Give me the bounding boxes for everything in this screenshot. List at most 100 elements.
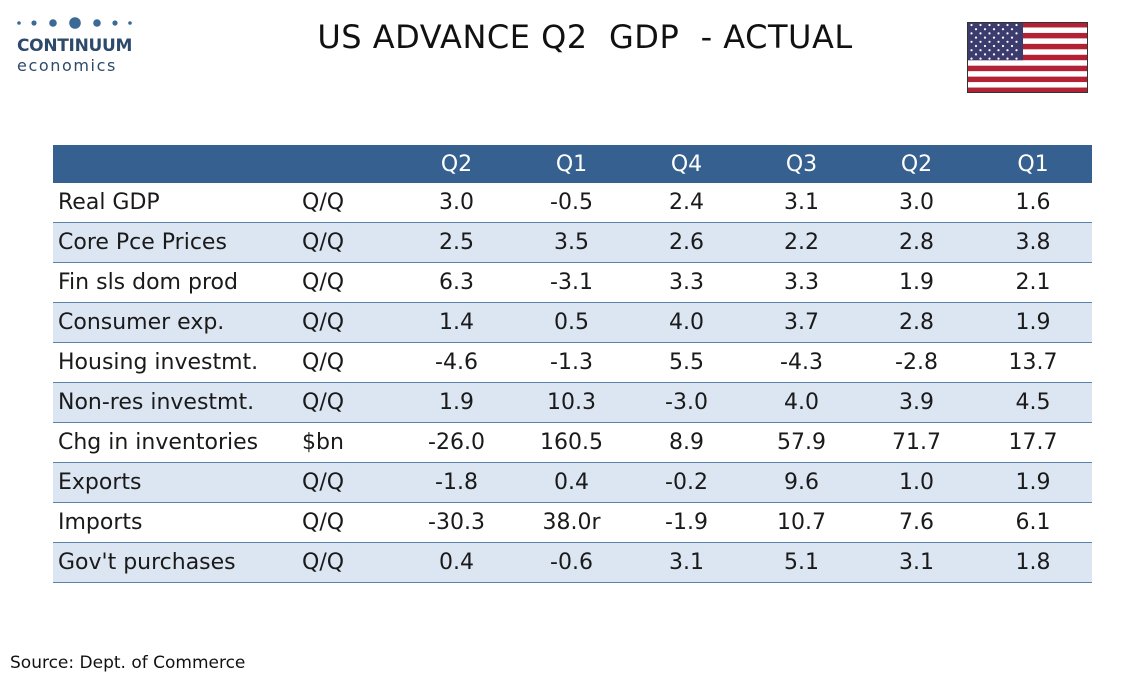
column-header: Q2 xyxy=(399,145,514,183)
column-header: Q2 xyxy=(859,145,974,183)
row-label: Housing investmt. xyxy=(53,342,299,383)
row-unit: Q/Q xyxy=(299,542,399,583)
table-cell: 7.6 xyxy=(859,502,974,543)
table-cell: 2.4 xyxy=(629,183,744,223)
table-cell: 4.0 xyxy=(744,382,859,423)
row-label: Fin sls dom prod xyxy=(53,262,299,303)
table-cell: 4.0 xyxy=(629,302,744,343)
table-cell: 10.3 xyxy=(514,382,629,423)
column-header: Q1 xyxy=(514,145,629,183)
header-blank xyxy=(299,145,399,183)
table-cell: 3.1 xyxy=(744,183,859,223)
table-cell: -4.3 xyxy=(744,342,859,383)
table-cell: 3.5 xyxy=(514,222,629,263)
table-cell: -1.9 xyxy=(629,502,744,543)
table-cell: 2.2 xyxy=(744,222,859,263)
column-header: Q4 xyxy=(629,145,744,183)
table-row: Gov't purchases Q/Q 0.4 -0.6 3.1 5.1 3.1 1.8 xyxy=(53,542,1092,583)
table-cell: 3.8 xyxy=(974,222,1092,263)
continuum-logo: CONTINUUM economics xyxy=(12,14,137,76)
table-cell: 3.0 xyxy=(399,183,514,223)
table-cell: 6.1 xyxy=(974,502,1092,543)
row-unit: $bn xyxy=(299,422,399,463)
table-cell: 3.3 xyxy=(744,262,859,303)
table-cell: 3.7 xyxy=(744,302,859,343)
row-unit: Q/Q xyxy=(299,502,399,543)
row-label: Gov't purchases xyxy=(53,542,299,583)
row-unit: Q/Q xyxy=(299,382,399,423)
table-cell: 9.6 xyxy=(744,462,859,503)
source-note: Source: Dept. of Commerce xyxy=(10,653,246,673)
table-cell: -4.6 xyxy=(399,342,514,383)
table-cell: 0.4 xyxy=(399,542,514,583)
table-cell: 38.0r xyxy=(514,502,629,543)
row-label: Exports xyxy=(53,462,299,503)
page-title: US ADVANCE Q2 GDP - ACTUAL xyxy=(317,18,853,56)
table-row: Fin sls dom prod Q/Q 6.3 -3.1 3.3 3.3 1.9 2.1 xyxy=(53,262,1092,303)
table-cell: 1.8 xyxy=(974,542,1092,583)
table-cell: 4.5 xyxy=(974,382,1092,423)
table-cell: 10.7 xyxy=(744,502,859,543)
table-cell: 2.1 xyxy=(974,262,1092,303)
logo-dots-icon xyxy=(17,17,132,29)
row-unit: Q/Q xyxy=(299,302,399,343)
table-cell: -0.6 xyxy=(514,542,629,583)
table-cell: -1.3 xyxy=(514,342,629,383)
column-header: Q3 xyxy=(744,145,859,183)
logo-brand-text: CONTINUUM xyxy=(17,36,133,56)
table-cell: 1.9 xyxy=(859,262,974,303)
table-cell: -26.0 xyxy=(399,422,514,463)
table-row: Core Pce Prices Q/Q 2.5 3.5 2.6 2.2 2.8 3.8 xyxy=(53,222,1092,263)
table-cell: -30.3 xyxy=(399,502,514,543)
row-unit: Q/Q xyxy=(299,342,399,383)
table-cell: 0.4 xyxy=(514,462,629,503)
table-cell: 1.9 xyxy=(399,382,514,423)
table-cell: 3.9 xyxy=(859,382,974,423)
table-cell: 3.1 xyxy=(859,542,974,583)
row-label: Core Pce Prices xyxy=(53,222,299,263)
table-cell: -0.5 xyxy=(514,183,629,223)
table-cell: 1.0 xyxy=(859,462,974,503)
table-cell: -0.2 xyxy=(629,462,744,503)
table-cell: -3.1 xyxy=(514,262,629,303)
table-cell: 17.7 xyxy=(974,422,1092,463)
table-cell: 6.3 xyxy=(399,262,514,303)
table-cell: 3.0 xyxy=(859,183,974,223)
table-cell: 3.1 xyxy=(629,542,744,583)
table-row: Non-res investmt. Q/Q 1.9 10.3 -3.0 4.0 3.9 4.5 xyxy=(53,382,1092,423)
us-flag-icon xyxy=(967,22,1088,93)
row-label: Non-res investmt. xyxy=(53,382,299,423)
table-cell: 13.7 xyxy=(974,342,1092,383)
table-row: Housing investmt. Q/Q -4.6 -1.3 5.5 -4.3 -2.8 1… xyxy=(53,342,1092,383)
row-unit: Q/Q xyxy=(299,183,399,223)
table-cell: 5.5 xyxy=(629,342,744,383)
table-cell: 1.6 xyxy=(974,183,1092,223)
table-cell: 1.4 xyxy=(399,302,514,343)
table-cell: 1.9 xyxy=(974,462,1092,503)
table-row: Chg in inventories $bn -26.0 160.5 8.9 57.9 71… xyxy=(53,422,1092,463)
row-label: Imports xyxy=(53,502,299,543)
table-cell: 2.6 xyxy=(629,222,744,263)
table-cell: 1.9 xyxy=(974,302,1092,343)
table-cell: 2.5 xyxy=(399,222,514,263)
column-header: Q1 xyxy=(974,145,1092,183)
row-label: Chg in inventories xyxy=(53,422,299,463)
row-unit: Q/Q xyxy=(299,462,399,503)
table-row: Consumer exp. Q/Q 1.4 0.5 4.0 3.7 2.8 1.9 xyxy=(53,302,1092,343)
table-cell: 71.7 xyxy=(859,422,974,463)
table-row: Imports Q/Q -30.3 38.0r -1.9 10.7 7.6 6.1 xyxy=(53,502,1092,543)
header-blank xyxy=(53,145,299,183)
table-cell: -1.8 xyxy=(399,462,514,503)
table-cell: 8.9 xyxy=(629,422,744,463)
table-row: Exports Q/Q -1.8 0.4 -0.2 9.6 1.0 1.9 xyxy=(53,462,1092,503)
logo-sub-text: economics xyxy=(17,56,117,75)
row-label: Consumer exp. xyxy=(53,302,299,343)
table-body: Real GDP Q/Q 3.0 -0.5 2.4 3.1 3.0 1.6 Core Pce P… xyxy=(53,183,1092,583)
gdp-table: Q2 Q1 Q4 Q3 Q2 Q1 Real GDP Q/Q 3.0 -0.5 2.4 3… xyxy=(53,145,1092,583)
table-header-row: Q2 Q1 Q4 Q3 Q2 Q1 xyxy=(53,145,1092,183)
table-cell: 160.5 xyxy=(514,422,629,463)
table-cell: 2.8 xyxy=(859,222,974,263)
row-label: Real GDP xyxy=(53,183,299,223)
row-unit: Q/Q xyxy=(299,262,399,303)
table-cell: -2.8 xyxy=(859,342,974,383)
